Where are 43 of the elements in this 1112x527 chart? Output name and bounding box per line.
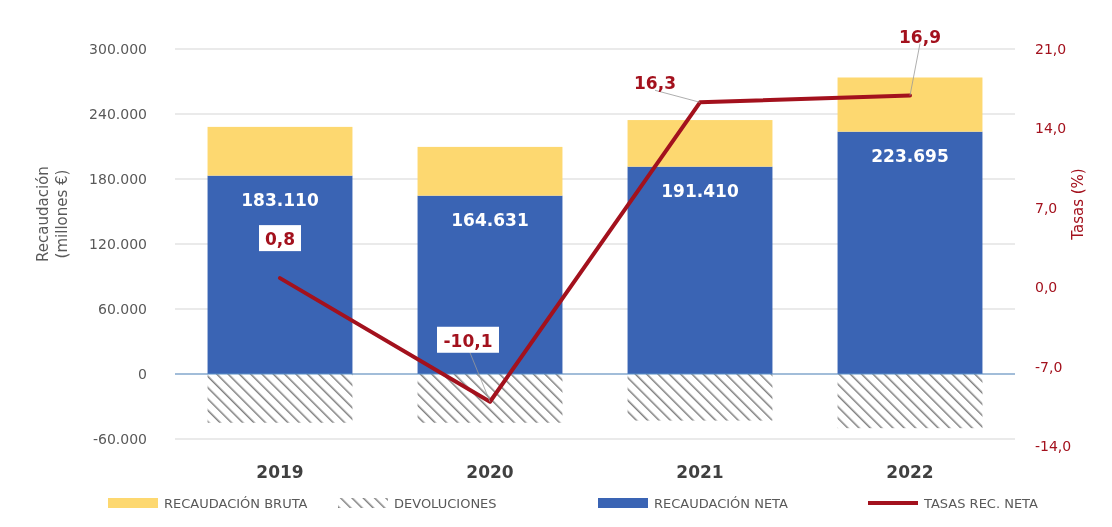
bar <box>837 374 983 429</box>
x-tick-label: 2020 <box>466 462 514 482</box>
y2-axis-title: Tasas (%) <box>1069 168 1087 241</box>
bar <box>837 131 983 374</box>
bar <box>627 166 773 374</box>
x-tick-label: 2021 <box>676 462 724 482</box>
x-tick-label: 2019 <box>256 462 304 482</box>
bar <box>627 374 773 421</box>
bar <box>207 175 353 374</box>
data-label: 16,3 <box>634 73 676 94</box>
data-label: 191.410 <box>661 180 739 201</box>
x-tick-label: 2022 <box>886 462 934 482</box>
y2-tick-label: -7,0 <box>1035 358 1063 375</box>
y2-tick-label: 21,0 <box>1035 41 1067 57</box>
y-tick-label: -60.000 <box>92 431 147 447</box>
data-label: 16,9 <box>899 26 941 47</box>
bar <box>417 195 563 374</box>
bar <box>627 120 773 167</box>
data-label: 0,8 <box>264 229 296 250</box>
legend-label: TASAS REC. NETA <box>923 496 1039 511</box>
y2-tick-label: 7,0 <box>1035 199 1058 216</box>
y-tick-label: 60.000 <box>98 301 147 317</box>
y-tick-label: 240.000 <box>89 106 147 122</box>
bar <box>207 126 353 176</box>
data-label: -10,1 <box>443 330 493 351</box>
data-label: 223.695 <box>871 145 949 166</box>
y-tick-label: 0 <box>138 366 147 382</box>
y2-tick-label: -14,0 <box>1035 438 1072 454</box>
bar <box>417 146 563 196</box>
y2-tick-label: 0,0 <box>1035 279 1058 296</box>
y-tick-label: 300.000 <box>89 41 147 57</box>
bar <box>417 374 563 423</box>
y-axis-title: Recaudación (millones €) <box>34 166 71 262</box>
legend-label: RECAUDACIÓN BRUTA <box>164 496 308 511</box>
data-label: 183.110 <box>241 189 319 210</box>
data-label: 164.631 <box>451 209 529 230</box>
bar <box>837 77 983 132</box>
legend-label: RECAUDACIÓN NETA <box>654 496 789 511</box>
y2-tick-label: 14,0 <box>1035 120 1067 137</box>
y-tick-label: 120.000 <box>89 236 147 252</box>
legend-label: DEVOLUCIONES <box>394 496 497 511</box>
y-tick-label: 180.000 <box>89 171 147 187</box>
bar <box>207 374 353 423</box>
